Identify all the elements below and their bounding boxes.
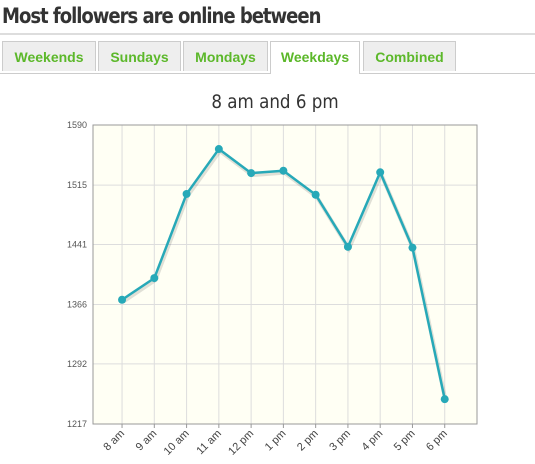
y-tick-label: 1441 (67, 239, 87, 249)
y-tick-label: 1590 (67, 120, 87, 130)
tab-bar: Weekends Sundays Mondays Weekdays Combined (0, 41, 535, 74)
x-tick-label: 10 am (162, 428, 192, 458)
x-tick-label: 12 pm (226, 428, 256, 458)
data-point (182, 189, 191, 198)
data-point (214, 145, 223, 154)
data-point (150, 274, 159, 283)
y-tick-label: 1366 (67, 300, 87, 310)
y-tick-label: 1292 (67, 359, 87, 369)
x-tick-label: 3 pm (327, 428, 353, 454)
x-tick-label: 1 pm (263, 428, 289, 454)
tab[interactable]: Weekends (2, 41, 96, 71)
chart-title: 8 am and 6 pm (211, 91, 338, 113)
y-tick-label: 1217 (67, 419, 87, 429)
data-point (311, 190, 320, 199)
divider (0, 33, 535, 35)
x-tick-label: 4 pm (360, 428, 386, 454)
tab[interactable]: Mondays (183, 41, 268, 71)
data-point (408, 243, 417, 252)
data-point (118, 295, 127, 304)
y-tick-label: 1515 (67, 180, 87, 190)
data-point (343, 242, 352, 251)
x-tick-label: 2 pm (295, 428, 321, 454)
data-point (376, 168, 385, 177)
x-tick-label: 9 am (134, 428, 160, 454)
data-point (247, 169, 256, 178)
x-tick-label: 8 am (101, 428, 127, 454)
tab[interactable]: Sundays (98, 41, 181, 71)
x-tick-label: 6 pm (424, 428, 450, 454)
tab[interactable]: Combined (363, 41, 456, 71)
page-heading: Most followers are online between (2, 4, 321, 28)
plot-border (92, 124, 478, 425)
x-tick-label: 5 pm (392, 428, 418, 454)
x-tick-label: 11 am (194, 428, 224, 458)
tab[interactable]: Weekdays (270, 41, 360, 74)
data-point (279, 166, 288, 175)
data-point (440, 395, 449, 404)
